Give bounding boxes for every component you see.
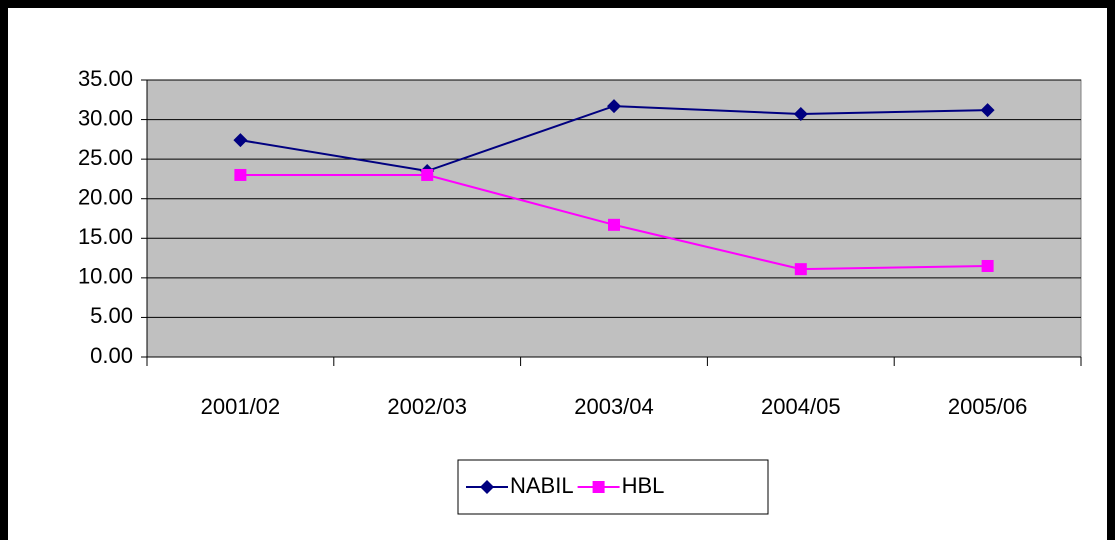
legend-label: HBL	[622, 473, 665, 498]
x-tick-label: 2003/04	[574, 394, 654, 419]
y-tick-label: 10.00	[78, 264, 133, 289]
y-tick-label: 20.00	[78, 185, 133, 210]
x-tick-label: 2005/06	[948, 394, 1028, 419]
point-marker	[980, 103, 995, 118]
y-tick-label: 15.00	[78, 224, 133, 249]
y-tick-label: 5.00	[90, 303, 133, 328]
point-marker	[794, 263, 807, 276]
y-tick-label: 35.00	[78, 66, 133, 91]
y-tick-label: 25.00	[78, 145, 133, 170]
x-tick-label: 2004/05	[761, 394, 841, 419]
legend-marker	[480, 480, 494, 494]
point-marker	[793, 107, 808, 122]
point-marker	[608, 218, 620, 231]
x-tick-label: 2002/03	[387, 394, 467, 419]
y-tick-label: 0.00	[90, 343, 133, 368]
x-tick-label: 2001/02	[201, 394, 281, 419]
legend-label: NABIL	[510, 473, 574, 498]
point-marker	[234, 168, 247, 181]
plot-area	[146, 79, 1082, 358]
point-marker	[421, 168, 434, 181]
point-marker	[981, 259, 994, 272]
y-tick-label: 30.00	[78, 105, 133, 130]
point-marker	[233, 133, 248, 148]
point-marker	[607, 99, 621, 114]
legend-marker	[592, 481, 605, 493]
